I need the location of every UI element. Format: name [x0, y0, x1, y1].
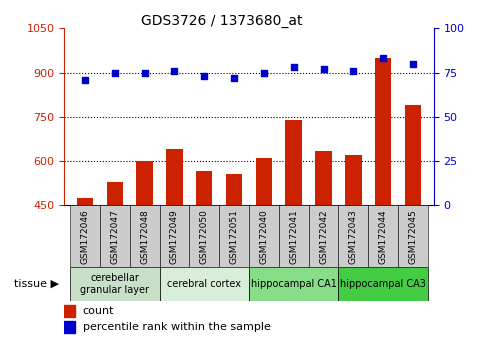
Text: GSM172045: GSM172045	[409, 209, 418, 264]
Bar	[219, 205, 249, 267]
Point	[260, 70, 268, 75]
Bar	[375, 58, 391, 205]
Text: percentile rank within the sample: percentile rank within the sample	[83, 322, 271, 332]
Bar	[256, 158, 272, 205]
Bar	[70, 205, 100, 267]
Bar	[316, 151, 332, 205]
Text: cerebellar
granular layer: cerebellar granular layer	[80, 273, 149, 295]
Point	[141, 70, 148, 75]
Text: hippocampal CA1: hippocampal CA1	[251, 279, 337, 289]
Text: GSM172040: GSM172040	[259, 209, 268, 264]
Bar	[285, 120, 302, 205]
Bar	[130, 205, 160, 267]
Point	[290, 64, 298, 70]
Bar	[279, 205, 309, 267]
Bar	[398, 205, 428, 267]
Point	[379, 56, 387, 61]
Bar	[160, 267, 249, 301]
Text: count: count	[83, 306, 114, 316]
Point	[230, 75, 238, 81]
Bar	[309, 205, 338, 267]
Text: GSM172047: GSM172047	[110, 209, 119, 264]
Bar	[137, 161, 153, 205]
Point	[350, 68, 357, 74]
Text: GSM172050: GSM172050	[200, 209, 209, 264]
Point	[111, 70, 119, 75]
Bar	[160, 205, 189, 267]
Bar	[338, 267, 428, 301]
Bar	[166, 149, 182, 205]
Bar	[64, 321, 75, 333]
Bar	[106, 182, 123, 205]
Bar	[70, 267, 160, 301]
Bar	[64, 305, 75, 317]
Text: GSM172044: GSM172044	[379, 209, 387, 264]
Text: cerebral cortex: cerebral cortex	[167, 279, 241, 289]
Bar	[405, 105, 421, 205]
Text: GSM172042: GSM172042	[319, 209, 328, 264]
Point	[171, 68, 178, 74]
Bar	[226, 174, 242, 205]
Text: GSM172046: GSM172046	[80, 209, 89, 264]
Point	[319, 66, 327, 72]
Text: GSM172048: GSM172048	[140, 209, 149, 264]
Text: GSM172041: GSM172041	[289, 209, 298, 264]
Bar	[249, 267, 338, 301]
Text: GSM172043: GSM172043	[349, 209, 358, 264]
Text: GDS3726 / 1373680_at: GDS3726 / 1373680_at	[141, 14, 303, 28]
Point	[200, 73, 208, 79]
Bar	[77, 198, 93, 205]
Point	[409, 61, 417, 67]
Text: tissue ▶: tissue ▶	[14, 279, 59, 289]
Bar	[338, 205, 368, 267]
Text: GSM172049: GSM172049	[170, 209, 179, 264]
Text: hippocampal CA3: hippocampal CA3	[340, 279, 426, 289]
Bar	[345, 155, 361, 205]
Bar	[249, 205, 279, 267]
Bar	[100, 205, 130, 267]
Text: GSM172051: GSM172051	[230, 209, 239, 264]
Point	[81, 77, 89, 82]
Bar	[196, 171, 212, 205]
Bar	[368, 205, 398, 267]
Bar	[189, 205, 219, 267]
